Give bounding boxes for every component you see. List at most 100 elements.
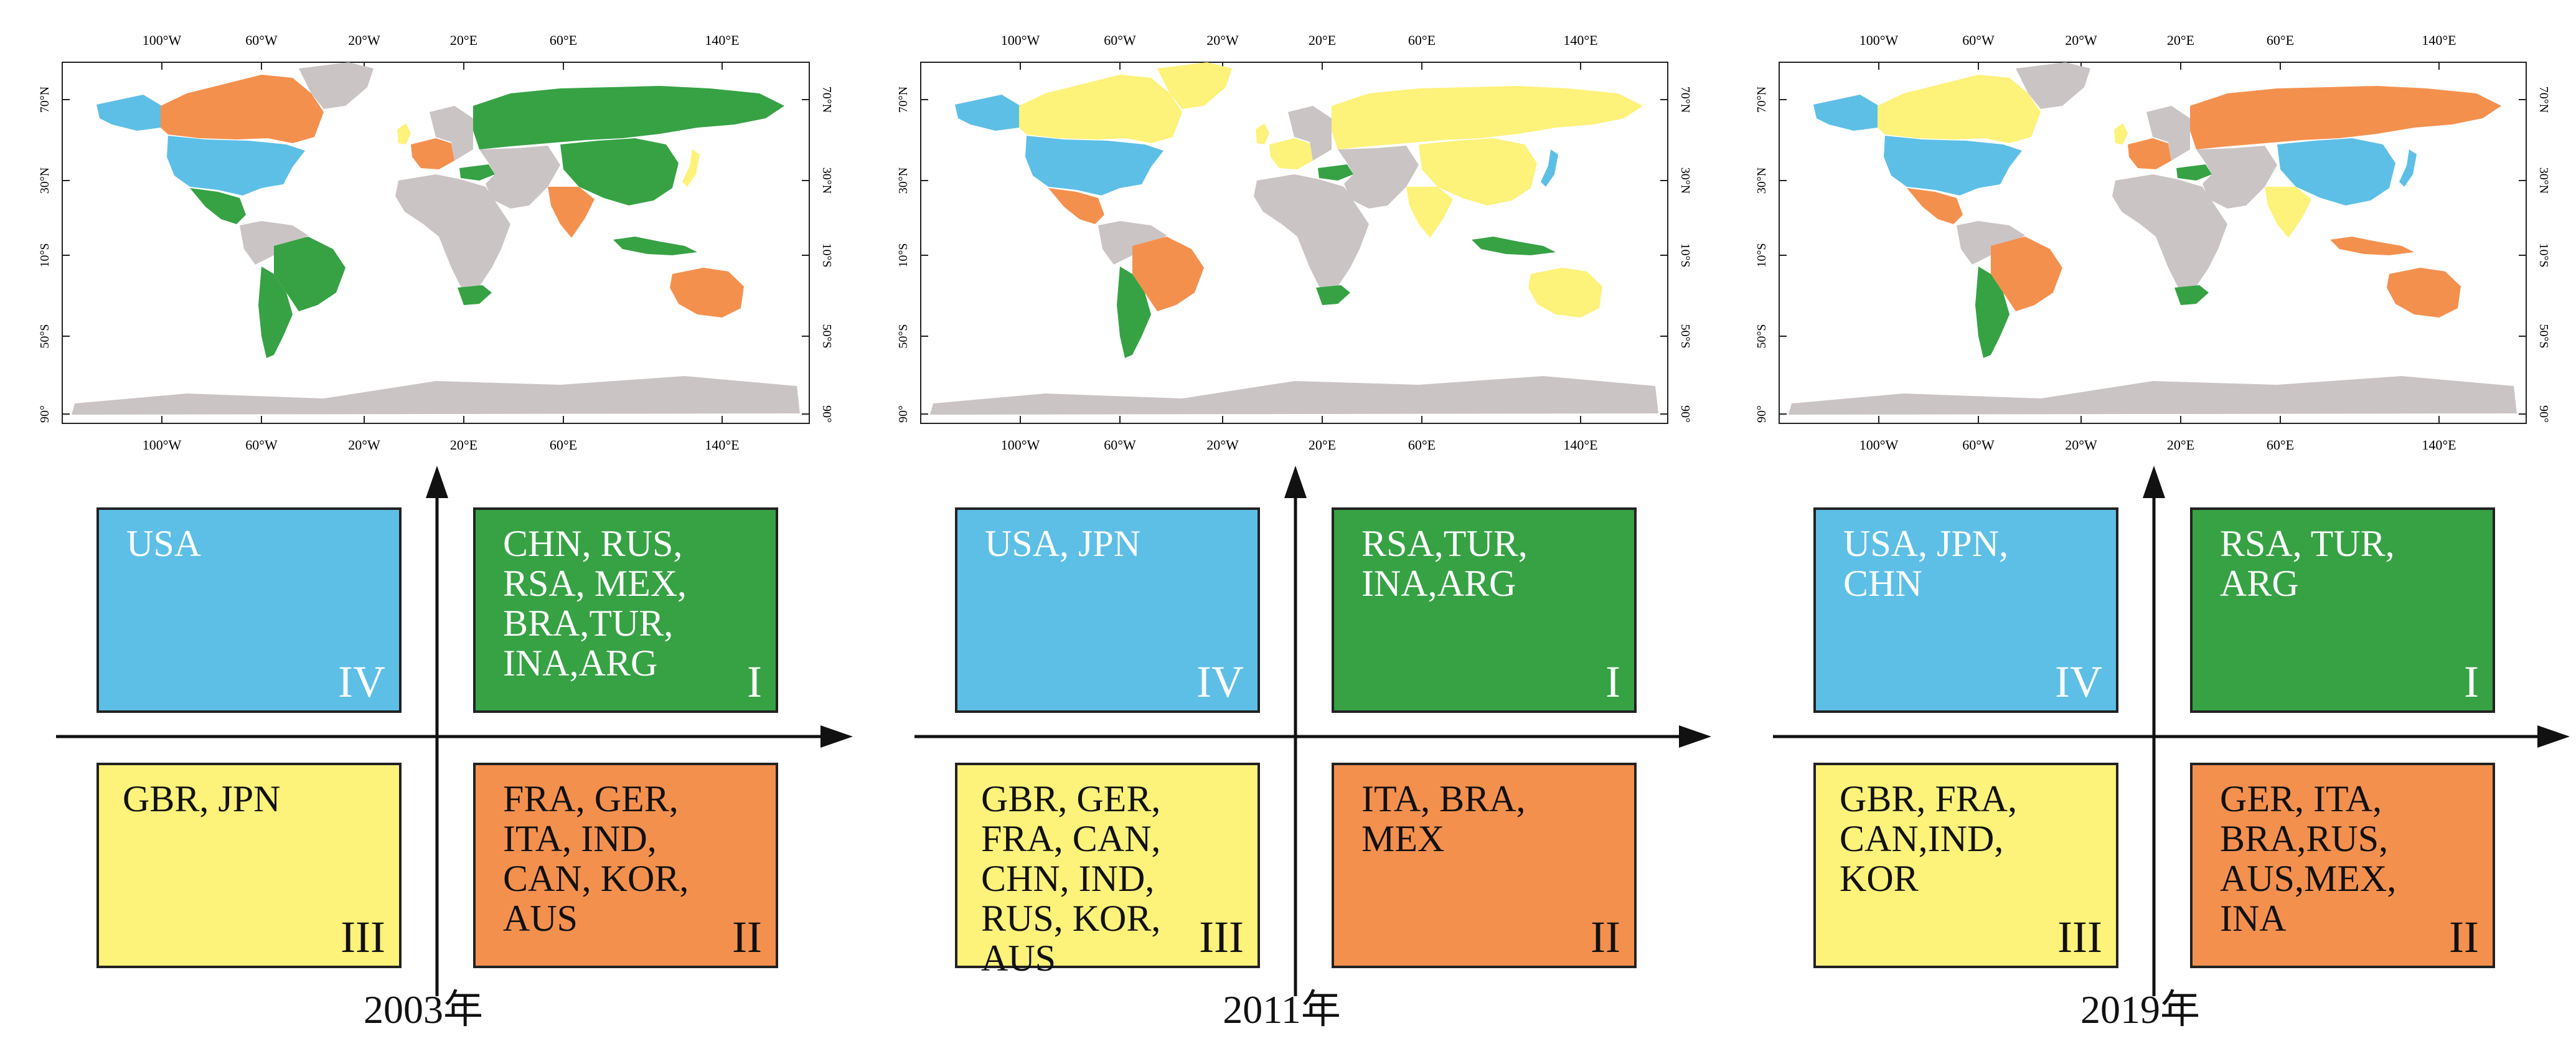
region-alaska <box>955 95 1020 131</box>
quadrant-iii-box: GBR, JPN III <box>96 763 402 968</box>
top-longitude-label: 20°W <box>1206 32 1239 48</box>
quadrant-iii-countries: GBR, GER, FRA, CAN, CHN, IND, RUS, KOR, … <box>981 778 1161 979</box>
right-latitude-label: 10°S <box>820 243 834 267</box>
bottom-longitude-label: 140°E <box>1563 437 1597 453</box>
region-south-africa <box>1316 285 1350 305</box>
quadrant-iv-countries: USA <box>126 523 202 564</box>
quadrant-iii-numeral: III <box>2057 912 2102 962</box>
region-europe-east <box>2146 106 2190 161</box>
right-latitude-label: 30°N <box>1678 167 1692 194</box>
region-russia <box>1332 86 1643 149</box>
map-coordinate-labels: 100°W 60°W 20°W 20°E 60°E 140°E 100°W 60°W 20°W 2… <box>1755 32 2550 453</box>
quadrant-iv-box: USA, JPN IV <box>955 507 1260 713</box>
quadrant-i-box: RSA,TUR, INA,ARG I <box>1332 507 1637 713</box>
left-latitude-label: 50°S <box>896 324 910 348</box>
left-latitude-label: 90° <box>38 405 52 423</box>
region-turkey <box>1318 164 1353 181</box>
region-russia <box>473 86 784 149</box>
year-label: 2003年 <box>364 987 483 1032</box>
bottom-longitude-label: 60°E <box>1408 437 1436 453</box>
vertical-arrowhead <box>426 466 448 498</box>
world-map: 100°W 60°W 20°W 20°E 60°E 140°E 100°W 60°W 20°W 2… <box>38 32 834 453</box>
map-ticks <box>921 62 1668 423</box>
region-russia <box>2190 86 2501 149</box>
bottom-longitude-label: 60°E <box>2267 437 2294 453</box>
map-regions <box>72 62 800 415</box>
quadrant-iii-countries: GBR, JPN <box>123 778 281 819</box>
right-latitude-label: 70°N <box>1678 87 1692 113</box>
region-middle-east <box>1338 146 1419 209</box>
top-longitude-label: 60°W <box>245 32 278 48</box>
region-australia <box>2387 268 2461 318</box>
right-latitude-label: 70°N <box>2537 87 2550 113</box>
region-china <box>2277 138 2395 205</box>
top-longitude-label: 140°E <box>2422 32 2456 48</box>
right-latitude-label: 10°S <box>2537 243 2550 267</box>
quadrant-axes <box>914 466 1711 996</box>
left-latitude-label: 10°S <box>38 243 52 267</box>
quadrant-iii-numeral: III <box>1199 912 1244 962</box>
left-latitude-label: 50°S <box>38 324 52 348</box>
left-latitude-label: 70°N <box>38 87 52 113</box>
top-longitude-label: 60°E <box>2267 32 2294 48</box>
region-south-america-north <box>240 221 308 265</box>
region-mexico <box>190 188 246 224</box>
top-longitude-label: 60°W <box>1962 32 1995 48</box>
top-longitude-label: 60°E <box>1408 32 1436 48</box>
world-map: 100°W 60°W 20°W 20°E 60°E 140°E 100°W 60°W 20°W 2… <box>1755 32 2550 453</box>
region-australia <box>1528 268 1602 318</box>
region-south-africa <box>2174 285 2209 305</box>
top-longitude-label: 60°E <box>550 32 577 48</box>
region-china <box>560 138 679 205</box>
vertical-arrowhead <box>2143 466 2165 498</box>
region-africa <box>1254 174 1369 293</box>
region-canada <box>1878 75 2041 143</box>
right-latitude-label: 70°N <box>820 87 834 113</box>
left-latitude-label: 30°N <box>896 167 910 194</box>
region-south-africa <box>458 285 492 305</box>
region-south-america-north <box>1098 221 1167 265</box>
quadrant-ii-box: FRA, GER, ITA, IND, CAN, KOR, AUS II <box>473 763 778 968</box>
region-india <box>1406 187 1453 238</box>
map-ticks <box>62 62 809 423</box>
region-brazil <box>1991 237 2062 311</box>
quadrant-i-countries: RSA,TUR, INA,ARG <box>1361 523 1528 604</box>
region-indonesia <box>1472 237 1556 255</box>
map-regions <box>1789 62 2517 415</box>
quadrant-iii-countries: GBR, FRA, CAN,IND, KOR <box>1840 778 2018 899</box>
region-india <box>2265 187 2311 238</box>
bottom-longitude-label: 100°W <box>1001 437 1040 453</box>
bottom-longitude-label: 100°W <box>143 437 182 453</box>
quadrant-i-box: RSA, TUR, ARG I <box>2190 507 2495 713</box>
quadrant-iv-numeral: IV <box>338 657 385 707</box>
bottom-longitude-label: 140°E <box>2422 437 2456 453</box>
bottom-longitude-label: 60°E <box>550 437 577 453</box>
quadrant-ii-box: ITA, BRA, MEX II <box>1332 763 1637 968</box>
quadrant-i-countries: RSA, TUR, ARG <box>2220 523 2395 604</box>
region-africa <box>395 174 510 293</box>
quadrant-i-numeral: I <box>1605 657 1620 707</box>
top-longitude-label: 140°E <box>1563 32 1597 48</box>
year-label: 2019年 <box>2080 987 2200 1032</box>
region-antarctica <box>930 376 1658 415</box>
region-greenland <box>2016 62 2090 109</box>
panel-2019: 100°W 60°W 20°W 20°E 60°E 140°E 100°W 60°W 20°W 2… <box>1717 0 2575 1041</box>
region-antarctica <box>1789 376 2517 415</box>
region-alaska <box>1813 95 1879 131</box>
horizontal-arrowhead <box>2537 725 2570 748</box>
region-greenland <box>1157 62 1232 109</box>
right-latitude-label: 10°S <box>1678 243 1692 267</box>
quadrant-ii-countries: GER, ITA, BRA,RUS, AUS,MEX, INA <box>2220 778 2397 939</box>
region-antarctica <box>72 376 800 415</box>
region-brazil <box>274 237 346 311</box>
region-uk <box>397 123 411 144</box>
quadrant-iv-box: USA, JPN, CHN IV <box>1813 507 2118 713</box>
region-greenland <box>299 62 374 109</box>
region-mexico <box>1048 188 1104 224</box>
bottom-longitude-label: 20°W <box>1206 437 1239 453</box>
vertical-arrowhead <box>1284 466 1307 498</box>
left-latitude-label: 50°S <box>1755 324 1769 348</box>
left-latitude-label: 70°N <box>896 87 910 113</box>
left-latitude-label: 30°N <box>38 167 52 194</box>
top-longitude-label: 20°E <box>1309 32 1336 48</box>
